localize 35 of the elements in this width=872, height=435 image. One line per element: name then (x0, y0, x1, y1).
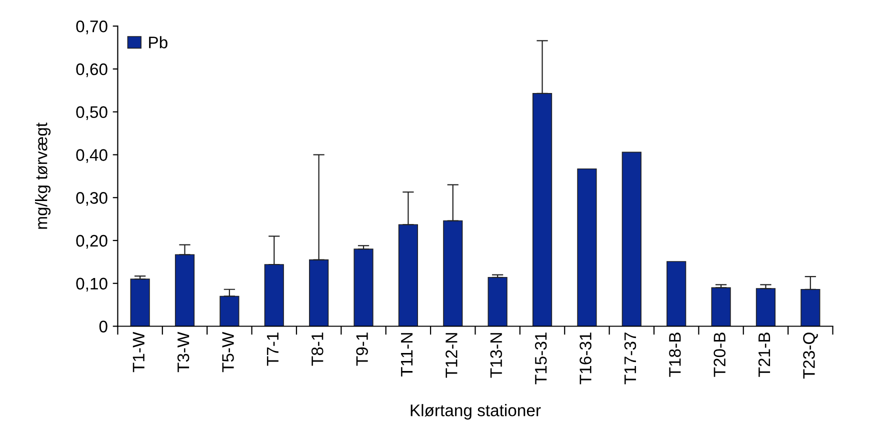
x-tick-label: T12-N (446, 333, 458, 378)
x-tick-label: T20-B (714, 332, 726, 377)
x-tick-label: T11-N (401, 333, 413, 377)
y-tick-label: 0,60 (76, 63, 108, 78)
bar (488, 276, 508, 326)
x-tick-label: T8-1 (311, 332, 324, 366)
x-tick-label: T1-W (132, 332, 144, 372)
bar (711, 287, 731, 326)
x-tick-label: T21-B (758, 332, 770, 377)
x-tick-label: T3-W (177, 332, 190, 372)
x-tick-label: T18-B (669, 332, 681, 377)
y-tick-label: 0,50 (76, 106, 108, 120)
y-tick-label: 0,10 (76, 278, 108, 292)
bar (577, 168, 597, 326)
x-tick-label: T16-31 (580, 332, 592, 384)
y-tick-label: 0,40 (76, 149, 108, 163)
y-tick-label: 0,20 (76, 234, 108, 249)
y-tick-label: 0 (99, 320, 108, 332)
legend-label: Pb (149, 36, 168, 48)
x-tick-label: T5-W (222, 332, 234, 372)
x-tick-label: T13-N (490, 333, 502, 378)
x-tick-label: T23-Q (803, 332, 818, 379)
y-tick-label: 0,70 (76, 20, 108, 34)
y-axis-title: mg/kg tørvægt (35, 122, 51, 229)
y-tick-label: 0,30 (76, 192, 108, 206)
x-axis-title: Klørtang stationer (410, 404, 541, 420)
bar (756, 288, 776, 326)
x-tick-label: T9-1 (356, 332, 368, 366)
bar (354, 248, 374, 326)
x-tick-label: T15-31 (534, 332, 547, 384)
bar (666, 261, 686, 326)
bar (622, 152, 642, 326)
x-tick-label: T17-37 (624, 332, 636, 384)
bar (130, 278, 150, 326)
x-tick-label: T7-1 (266, 332, 278, 366)
